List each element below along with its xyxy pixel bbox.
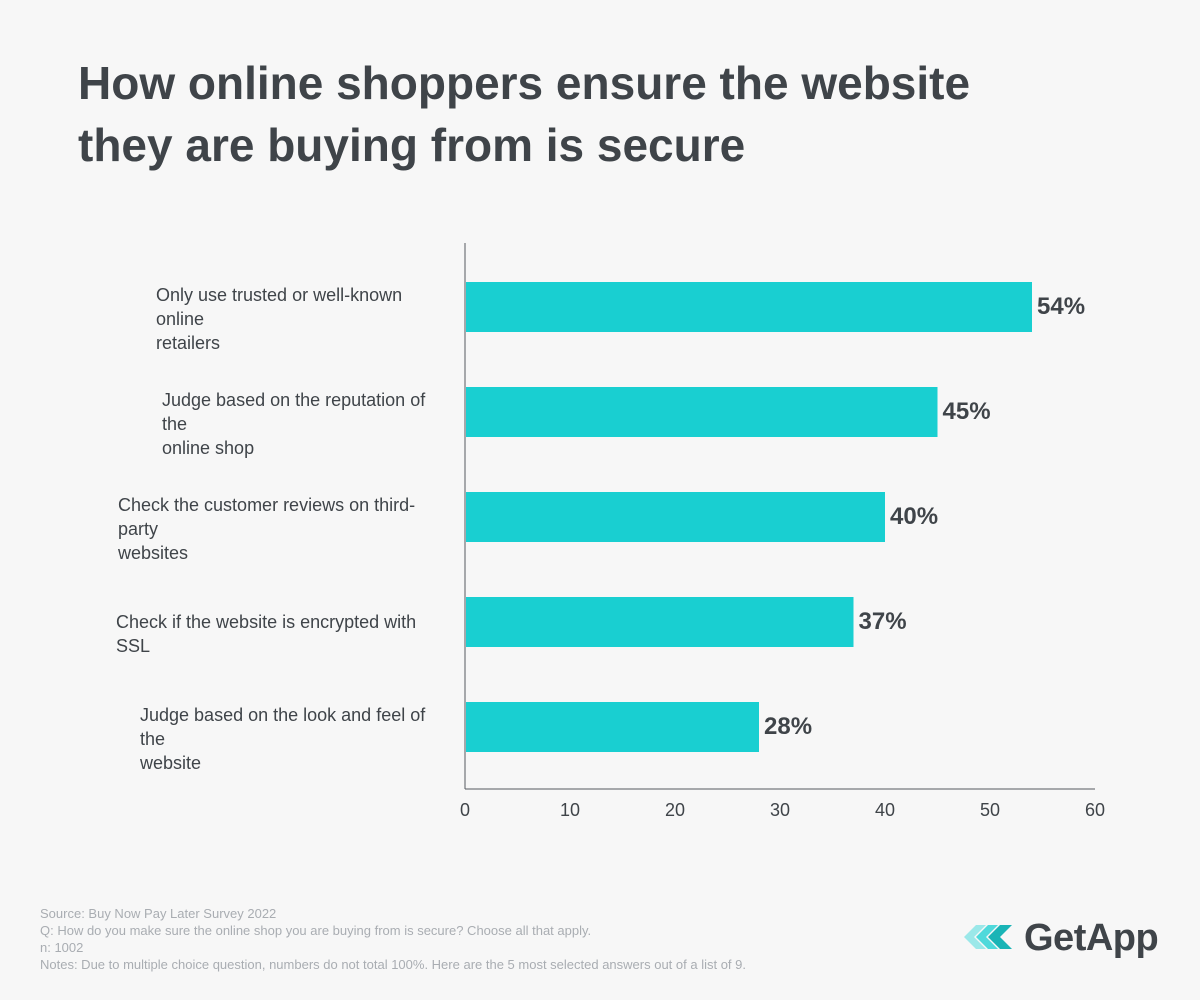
- category-label-0-line-1: retailers: [156, 333, 221, 353]
- getapp-chevron-1: [964, 925, 986, 949]
- x-tick-label-4: 40: [874, 800, 896, 820]
- category-label-1-line-0: Judge based on the reputation of the: [162, 390, 426, 434]
- category-label-4-line-1: website: [140, 753, 202, 773]
- category-label-1: Judge based on the reputation of the onli…: [162, 388, 455, 460]
- category-label-3-line-0: Check if the website is encrypted with S…: [116, 612, 417, 656]
- getapp-chevron-3: [988, 925, 1012, 949]
- category-label-0: Only use trusted or well-known online ret…: [156, 283, 455, 355]
- bar-1: [466, 387, 938, 437]
- value-label-0: 54%: [1037, 293, 1086, 320]
- category-label-4: Judge based on the look and feel of the w…: [140, 703, 455, 775]
- category-label-2: Check the customer reviews on third-part…: [118, 493, 455, 565]
- getapp-chevron-2: [976, 925, 998, 949]
- footer-sample-size: n: 1002: [40, 940, 84, 955]
- category-label-3: Check if the website is encrypted with S…: [116, 610, 455, 658]
- getapp-chevrons-icon: [964, 925, 1012, 949]
- x-tick-label-1: 10: [559, 800, 581, 820]
- footer-source: Source: Buy Now Pay Later Survey 2022: [40, 906, 277, 921]
- bar-2: [466, 492, 885, 542]
- category-label-2-line-0: Check the customer reviews on third-part…: [118, 495, 416, 539]
- chart-title-line-2: they are buying from is secure: [78, 119, 746, 171]
- bar-3: [466, 597, 854, 647]
- value-label-2: 40%: [890, 503, 939, 530]
- getapp-logo: GetApp: [962, 915, 1182, 965]
- x-tick-label-3: 30: [769, 800, 791, 820]
- chart-title-line-1: How online shoppers ensure the website: [78, 57, 971, 109]
- chart-footer: Source: Buy Now Pay Later Survey 2022 Q:…: [40, 905, 746, 973]
- x-tick-label-0: 0: [459, 800, 470, 820]
- x-tick-label-6: 60: [1084, 800, 1106, 820]
- x-tick-label-2: 20: [664, 800, 686, 820]
- getapp-logo-text: GetApp: [1024, 917, 1159, 959]
- category-label-1-line-1: online shop: [162, 438, 255, 458]
- bar-0: [466, 282, 1032, 332]
- x-tick-label-5: 50: [979, 800, 1001, 820]
- category-label-0-line-0: Only use trusted or well-known online: [156, 285, 403, 329]
- value-label-3: 37%: [858, 608, 907, 635]
- chart-title: How online shoppers ensure the website t…: [78, 52, 1138, 176]
- footer-notes: Notes: Due to multiple choice question, …: [40, 957, 746, 972]
- category-label-2-line-1: websites: [118, 543, 189, 563]
- value-label-1: 45%: [942, 398, 991, 425]
- footer-question: Q: How do you make sure the online shop …: [40, 923, 592, 938]
- bar-4: [466, 702, 759, 752]
- category-label-4-line-0: Judge based on the look and feel of the: [140, 705, 426, 749]
- value-label-4: 28%: [764, 713, 813, 740]
- plot-area: [464, 243, 1095, 790]
